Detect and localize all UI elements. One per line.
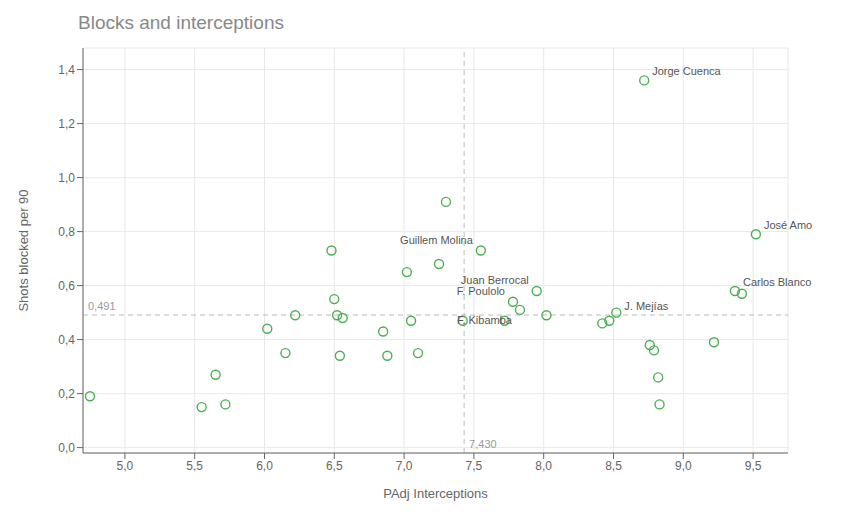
svg-text:Shots blocked per 90: Shots blocked per 90 bbox=[16, 189, 31, 311]
svg-text:F. Poulolo: F. Poulolo bbox=[457, 285, 505, 297]
html-text:Blocks and interceptions: Blocks and interceptions bbox=[78, 12, 284, 33]
svg-text:9,5: 9,5 bbox=[745, 459, 762, 473]
svg-text:1,2: 1,2 bbox=[58, 117, 75, 131]
svg-text:5,0: 5,0 bbox=[117, 459, 134, 473]
svg-text:Jorge Cuenca: Jorge Cuenca bbox=[652, 65, 721, 77]
svg-text:7,5: 7,5 bbox=[466, 459, 483, 473]
svg-text:0,6: 0,6 bbox=[58, 279, 75, 293]
svg-text:1,0: 1,0 bbox=[58, 171, 75, 185]
svg-text:8,0: 8,0 bbox=[535, 459, 552, 473]
svg-text:5,5: 5,5 bbox=[186, 459, 203, 473]
svg-text:7,0: 7,0 bbox=[396, 459, 413, 473]
svg-text:Juan Berrocal: Juan Berrocal bbox=[461, 274, 529, 286]
svg-text:1,4: 1,4 bbox=[58, 63, 75, 77]
svg-text:0,491: 0,491 bbox=[88, 300, 116, 312]
svg-text:J. Mejías: J. Mejías bbox=[624, 300, 669, 312]
svg-text:José Amo: José Amo bbox=[764, 219, 812, 231]
svg-text:8,5: 8,5 bbox=[605, 459, 622, 473]
svg-text:Carlos Blanco: Carlos Blanco bbox=[743, 276, 811, 288]
svg-text:9,0: 9,0 bbox=[675, 459, 692, 473]
svg-text:F. Kibamba: F. Kibamba bbox=[457, 314, 513, 326]
svg-text:6,0: 6,0 bbox=[256, 459, 273, 473]
svg-text:7,430: 7,430 bbox=[469, 438, 497, 450]
svg-text:0,4: 0,4 bbox=[58, 333, 75, 347]
svg-text:0,2: 0,2 bbox=[58, 387, 75, 401]
svg-text:PAdj Interceptions: PAdj Interceptions bbox=[383, 486, 488, 501]
svg-text:Guillem Molina: Guillem Molina bbox=[400, 234, 474, 246]
svg-text:6,5: 6,5 bbox=[326, 459, 343, 473]
svg-text:0,0: 0,0 bbox=[58, 441, 75, 455]
svg-text:0,8: 0,8 bbox=[58, 225, 75, 239]
